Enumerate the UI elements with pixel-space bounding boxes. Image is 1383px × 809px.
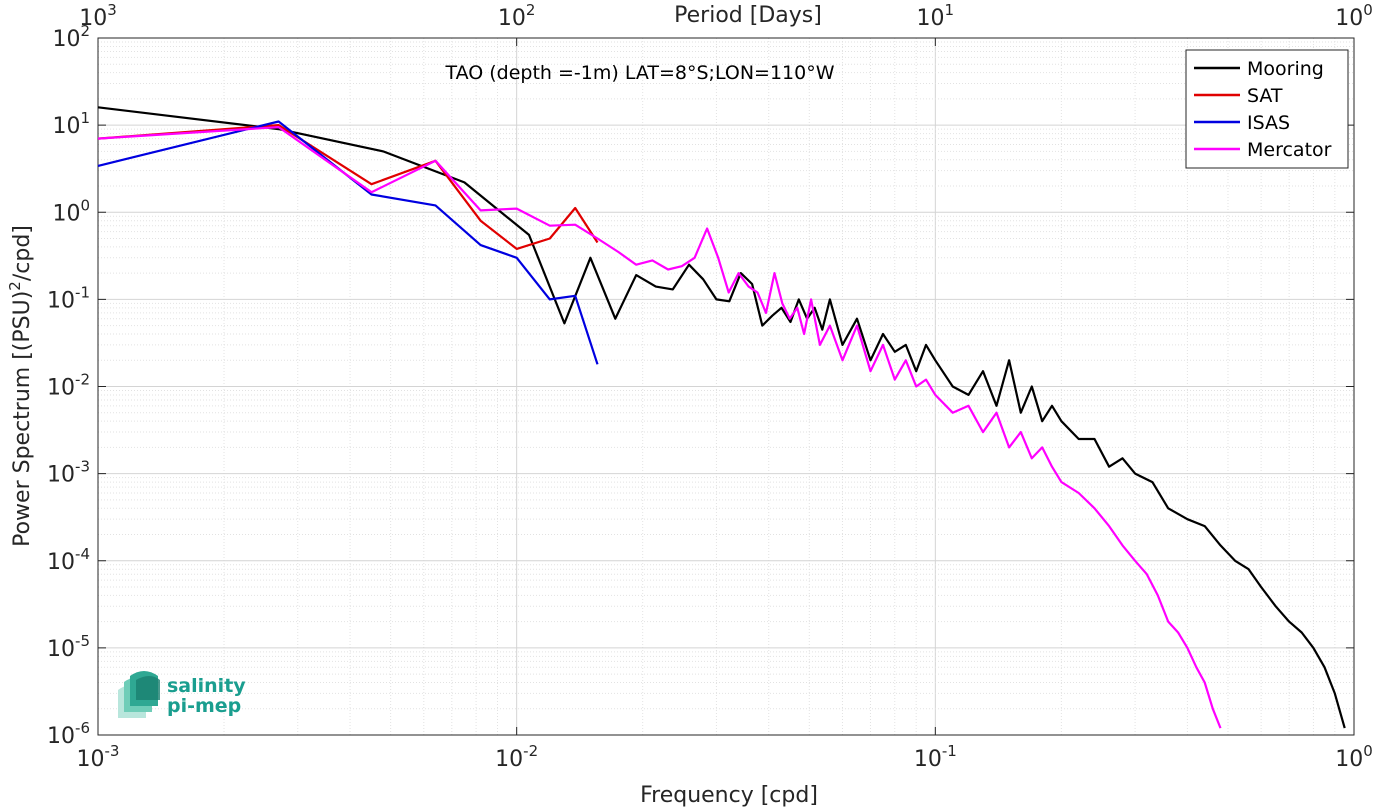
top-tick-label: 102	[498, 1, 536, 31]
y-tick-label: 10-1	[47, 283, 90, 313]
y-tick-label: 101	[52, 109, 90, 139]
logo-wave-icon	[118, 671, 160, 718]
series-lines	[97, 106, 1346, 729]
x-tick-label: 10-1	[914, 742, 957, 772]
series-line-mercator	[97, 125, 1222, 729]
y-axis-label-tail: /cpd]	[10, 225, 35, 281]
legend-label-sat: SAT	[1247, 85, 1283, 107]
series-line-isas	[97, 120, 599, 365]
y-tick-label: 100	[52, 196, 90, 226]
y-tick-label: 102	[52, 22, 90, 52]
y-axis-label: Power Spectrum [(PSU)2/cpd]	[6, 225, 35, 547]
x-axis-label: Frequency [cpd]	[640, 783, 818, 808]
x-tick-label: 10-2	[495, 742, 538, 772]
top-tick-label: 103	[79, 1, 117, 31]
y-axis-label-main: Power Spectrum [(PSU)	[10, 291, 35, 547]
legend-label-isas: ISAS	[1247, 112, 1290, 134]
legend-box	[1185, 49, 1349, 169]
logo-line2: pi-mep	[167, 695, 241, 717]
y-axis-label-exp: 2	[6, 281, 24, 291]
legend-label-mooring: Mooring	[1247, 58, 1324, 80]
top-axis-label: Period [Days]	[674, 3, 822, 28]
y-tick-label: 10-5	[47, 632, 90, 662]
top-tick-label: 100	[1335, 1, 1373, 31]
y-tick-label: 10-3	[47, 458, 90, 488]
legend: Mooring SAT ISAS Mercator	[1185, 49, 1349, 169]
grid	[97, 38, 1354, 736]
annotation: TAO (depth =-1m) LAT=8°S;LON=110°W	[444, 62, 834, 84]
legend-label-mercator: Mercator	[1247, 139, 1332, 161]
y-tick-label: 10-2	[47, 371, 90, 401]
top-tick-label: 101	[917, 1, 955, 31]
x-tick-label: 100	[1335, 742, 1373, 772]
y-tick-label: 10-6	[47, 719, 90, 749]
series-line-mooring	[97, 106, 1346, 729]
salinity-pi-mep-logo: salinity pi-mep	[118, 671, 246, 718]
x-tick-label: 10-3	[77, 742, 120, 772]
logo-line1: salinity	[167, 675, 246, 697]
y-tick-label: 10-4	[47, 545, 90, 575]
